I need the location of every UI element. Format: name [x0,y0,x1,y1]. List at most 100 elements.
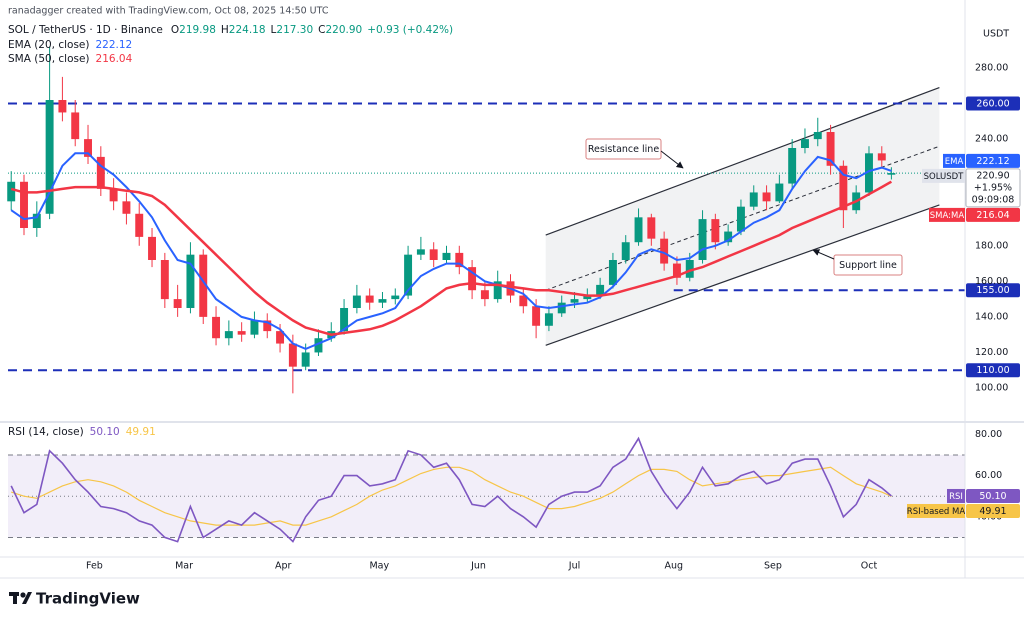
sma-tag-label: SMA:MA [930,211,965,221]
candle-body [749,192,758,207]
candle-body [263,320,272,332]
x-tick-label: Sep [764,561,782,572]
candle-body [685,260,694,278]
indicator-name: EMA (20, close) [8,39,90,51]
rsi-value: 50.10 [90,426,120,438]
candle-body [416,249,425,255]
candle-body [186,254,195,308]
x-tick-label: Aug [664,561,683,572]
rsi-tag-label-box [947,488,965,503]
candle-body [84,139,92,157]
candle-body [212,316,221,339]
ohlc-prefix: H [221,24,229,36]
ohlc-value: 224.18 [229,24,266,36]
symbol-header: SOL / TetherUS · 1D · Binance O219.98 H224… [8,24,453,36]
x-tick-label: Jun [470,561,486,572]
brand: TradingView [36,590,140,608]
ohlc-value: 220.90 [326,24,363,36]
annotation-arrow [660,150,684,169]
candle-body [352,295,361,308]
candle-body [583,295,592,300]
candle-body [109,188,118,202]
rsi-tag: 50.10 [979,491,1006,502]
rsi-line [10,436,892,543]
candle-body [493,281,502,300]
rsi-tick-label: 60.00 [975,470,1002,481]
sma-tag-label-box [929,207,965,222]
candle-body [775,183,784,202]
annotation-arrow [812,249,835,260]
candle-body [660,238,669,264]
rsi-legend: RSI (14, close) 50.10 49.91 [8,426,156,438]
x-tick-label: Jul [568,561,580,572]
candle-body [122,201,131,214]
candle-body [596,284,605,296]
candle-body [173,299,182,308]
ema-tag-label: EMA [945,157,964,167]
countdown: 09:09:08 [972,194,1015,205]
candle-body [532,306,541,326]
ema-tag: 222.12 [976,156,1009,167]
annotation: Resistance line [588,144,660,155]
candle-body [865,153,873,193]
plot-layer [7,46,896,543]
level-tag: 155.00 [976,285,1009,296]
candle-body [237,331,246,335]
candle-body [519,295,528,307]
candle-body [877,153,886,161]
y-tick-label: 280.00 [975,63,1008,74]
y-tick-label: 240.00 [975,134,1008,145]
symbol-tag: SOLUSDT [924,172,965,182]
annotation-box [833,254,903,276]
candle-body [468,267,477,291]
candle-body [378,299,387,303]
candle-body [32,213,41,228]
candle-body [480,290,489,300]
last-price: 220.90 [976,170,1009,181]
credit: ranadagger created with TradingView.com,… [8,6,329,17]
y-tick-label: 120.00 [975,347,1008,358]
candle-body [7,181,16,202]
ema-tag-label-box [943,153,965,168]
candle-body [442,252,451,260]
candle-body [250,320,259,335]
candle-body [800,139,809,148]
y-tick-label: 160.00 [975,276,1008,287]
resistance-line [545,86,940,236]
candle-body [455,252,464,268]
candle-body [314,338,323,353]
symbol-tag-box [922,168,965,183]
candle-body [391,295,400,300]
indicator-name: SMA (50, close) [8,53,90,65]
rsi-value: 49.91 [126,426,156,438]
candle-body [20,181,28,228]
candle-body [71,112,80,140]
candle-body [199,254,208,317]
candle-body [887,173,896,175]
ohlc-value: 219.98 [179,24,216,36]
candle-body [698,219,707,260]
level-tag-box [966,96,1020,111]
candle-body [301,352,310,367]
level-tag-box [966,283,1020,298]
indicator-line [10,180,893,336]
candle-body [429,249,438,260]
sma-tag-box [966,207,1020,222]
rsi-tick-label: 80.00 [975,429,1002,440]
support-line [545,204,940,346]
indicator-legend: EMA (20, close) 222.12 [8,39,132,51]
ohlc-prefix: L [271,24,277,36]
candle-body [826,132,835,166]
candle-body [58,100,67,113]
candle-body [276,331,285,344]
brand-logo [9,592,32,604]
x-tick-label: Oct [861,561,878,572]
level-tag: 110.00 [976,365,1009,376]
candle-body [544,313,553,326]
sma-tag: 216.04 [976,210,1009,221]
rsi-tag: 49.91 [979,506,1006,517]
candle-body [608,260,617,285]
rsi-tag-label: RSI [949,492,963,502]
rsi-title: RSI (14, close) [8,426,84,438]
candle-body [148,236,156,260]
